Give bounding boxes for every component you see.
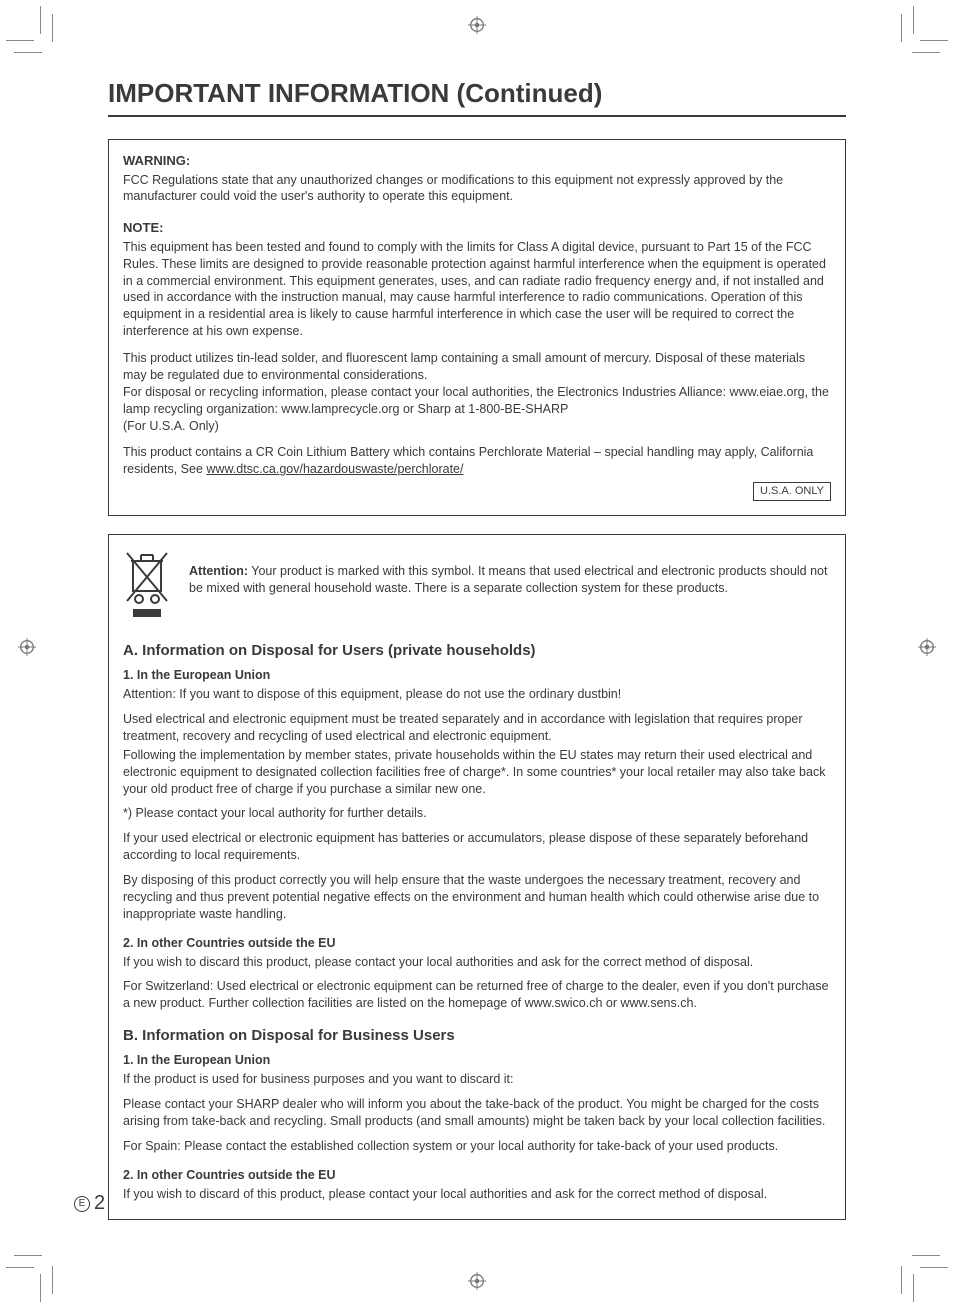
section-a-p4: *) Please contact your local authority f… <box>123 805 831 822</box>
perchlorate-paragraph: This product contains a CR Coin Lithium … <box>123 444 831 478</box>
crop-mark <box>14 1255 42 1256</box>
crop-mark <box>40 1274 41 1302</box>
section-a-heading: A. Information on Disposal for Users (pr… <box>123 641 831 661</box>
usa-only-badge: U.S.A. ONLY <box>753 482 831 501</box>
crop-mark <box>920 1267 948 1268</box>
crop-mark <box>6 1267 34 1268</box>
attention-body: Your product is marked with this symbol.… <box>189 564 827 595</box>
warning-heading: WARNING: <box>123 152 831 170</box>
page-title: IMPORTANT INFORMATION (Continued) <box>108 78 846 117</box>
crop-mark <box>14 52 42 53</box>
perchlorate-link[interactable]: www.dtsc.ca.gov/hazardouswaste/perchlora… <box>206 462 463 476</box>
solder-paragraph-3: (For U.S.A. Only) <box>123 418 831 435</box>
page-number-value: 2 <box>94 1192 105 1215</box>
section-b-p4: If you wish to discard of this product, … <box>123 1186 831 1203</box>
section-b-sub1: 1. In the European Union <box>123 1052 831 1069</box>
crop-mark <box>52 14 53 42</box>
section-a-p3: Following the implementation by member s… <box>123 747 831 798</box>
note-heading: NOTE: <box>123 219 831 237</box>
page-content: IMPORTANT INFORMATION (Continued) WARNIN… <box>108 78 846 1220</box>
lang-marker: E <box>74 1196 90 1212</box>
crop-mark <box>52 1266 53 1294</box>
disposal-info-box: Attention: Your product is marked with t… <box>108 534 846 1220</box>
registration-mark-icon <box>468 1272 486 1290</box>
page-number: E 2 <box>74 1192 105 1215</box>
fcc-warning-box: WARNING: FCC Regulations state that any … <box>108 139 846 516</box>
section-b-sub2: 2. In other Countries outside the EU <box>123 1167 831 1184</box>
registration-mark-icon <box>468 16 486 34</box>
crop-mark <box>40 6 41 34</box>
crop-mark <box>912 1255 940 1256</box>
crop-mark <box>920 40 948 41</box>
registration-mark-icon <box>918 638 936 656</box>
solder-paragraph-2: For disposal or recycling information, p… <box>123 384 831 418</box>
weee-bin-icon <box>123 549 171 621</box>
section-b-p3: For Spain: Please contact the establishe… <box>123 1138 831 1155</box>
section-a-sub2: 2. In other Countries outside the EU <box>123 935 831 952</box>
crop-mark <box>6 40 34 41</box>
crop-mark <box>913 6 914 34</box>
section-a-p2: Used electrical and electronic equipment… <box>123 711 831 745</box>
section-a-p5: If your used electrical or electronic eq… <box>123 830 831 864</box>
section-b-p1: If the product is used for business purp… <box>123 1071 831 1088</box>
crop-mark <box>901 14 902 42</box>
section-a-sub1: 1. In the European Union <box>123 667 831 684</box>
section-b-p2: Please contact your SHARP dealer who wil… <box>123 1096 831 1130</box>
crop-mark <box>901 1266 902 1294</box>
section-a-p8: For Switzerland: Used electrical or elec… <box>123 978 831 1012</box>
attention-row: Attention: Your product is marked with t… <box>123 549 831 621</box>
attention-text: Attention: Your product is marked with t… <box>189 549 831 597</box>
registration-mark-icon <box>18 638 36 656</box>
section-a-p1: Attention: If you want to dispose of thi… <box>123 686 831 703</box>
crop-mark <box>913 1274 914 1302</box>
crop-mark <box>912 52 940 53</box>
note-body: This equipment has been tested and found… <box>123 239 831 340</box>
section-b-heading: B. Information on Disposal for Business … <box>123 1026 831 1046</box>
solder-paragraph-1: This product utilizes tin-lead solder, a… <box>123 350 831 384</box>
section-a-p6: By disposing of this product correctly y… <box>123 872 831 923</box>
section-a-p7: If you wish to discard this product, ple… <box>123 954 831 971</box>
attention-label: Attention: <box>189 564 248 578</box>
warning-body: FCC Regulations state that any unauthori… <box>123 172 831 206</box>
